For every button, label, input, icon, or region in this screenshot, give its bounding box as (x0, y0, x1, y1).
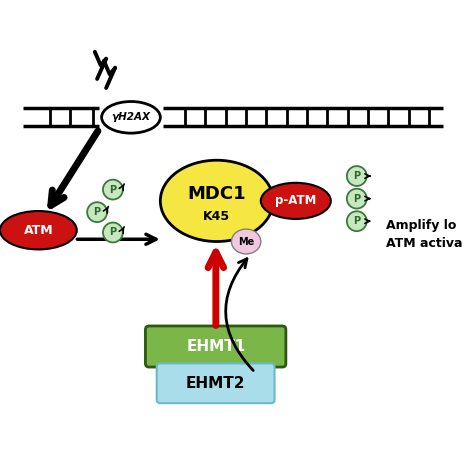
Text: Amplify lo: Amplify lo (386, 219, 456, 232)
Ellipse shape (103, 180, 123, 200)
Text: ATM activa: ATM activa (386, 237, 463, 250)
Text: EHMT2: EHMT2 (186, 376, 246, 391)
Ellipse shape (101, 101, 160, 133)
Ellipse shape (347, 211, 367, 231)
Text: P: P (353, 193, 360, 204)
Ellipse shape (87, 202, 107, 222)
Text: Me: Me (238, 237, 254, 246)
Text: P: P (109, 184, 117, 195)
Ellipse shape (103, 223, 123, 242)
Ellipse shape (261, 183, 331, 219)
Ellipse shape (0, 211, 77, 249)
Ellipse shape (160, 160, 273, 242)
FancyBboxPatch shape (146, 326, 286, 367)
Text: K45: K45 (203, 210, 230, 223)
Text: p-ATM: p-ATM (275, 194, 317, 207)
FancyBboxPatch shape (157, 364, 274, 403)
Text: P: P (93, 207, 100, 217)
FancyArrowPatch shape (226, 259, 253, 371)
Text: ATM: ATM (24, 224, 53, 237)
Text: P: P (353, 171, 360, 181)
Text: γH2AX: γH2AX (111, 112, 150, 122)
Ellipse shape (347, 166, 367, 186)
Ellipse shape (347, 189, 367, 209)
Text: MDC1: MDC1 (187, 185, 246, 203)
Text: P: P (353, 216, 360, 226)
Text: P: P (109, 228, 117, 237)
Ellipse shape (231, 229, 261, 254)
Text: EHMT1: EHMT1 (186, 339, 246, 354)
